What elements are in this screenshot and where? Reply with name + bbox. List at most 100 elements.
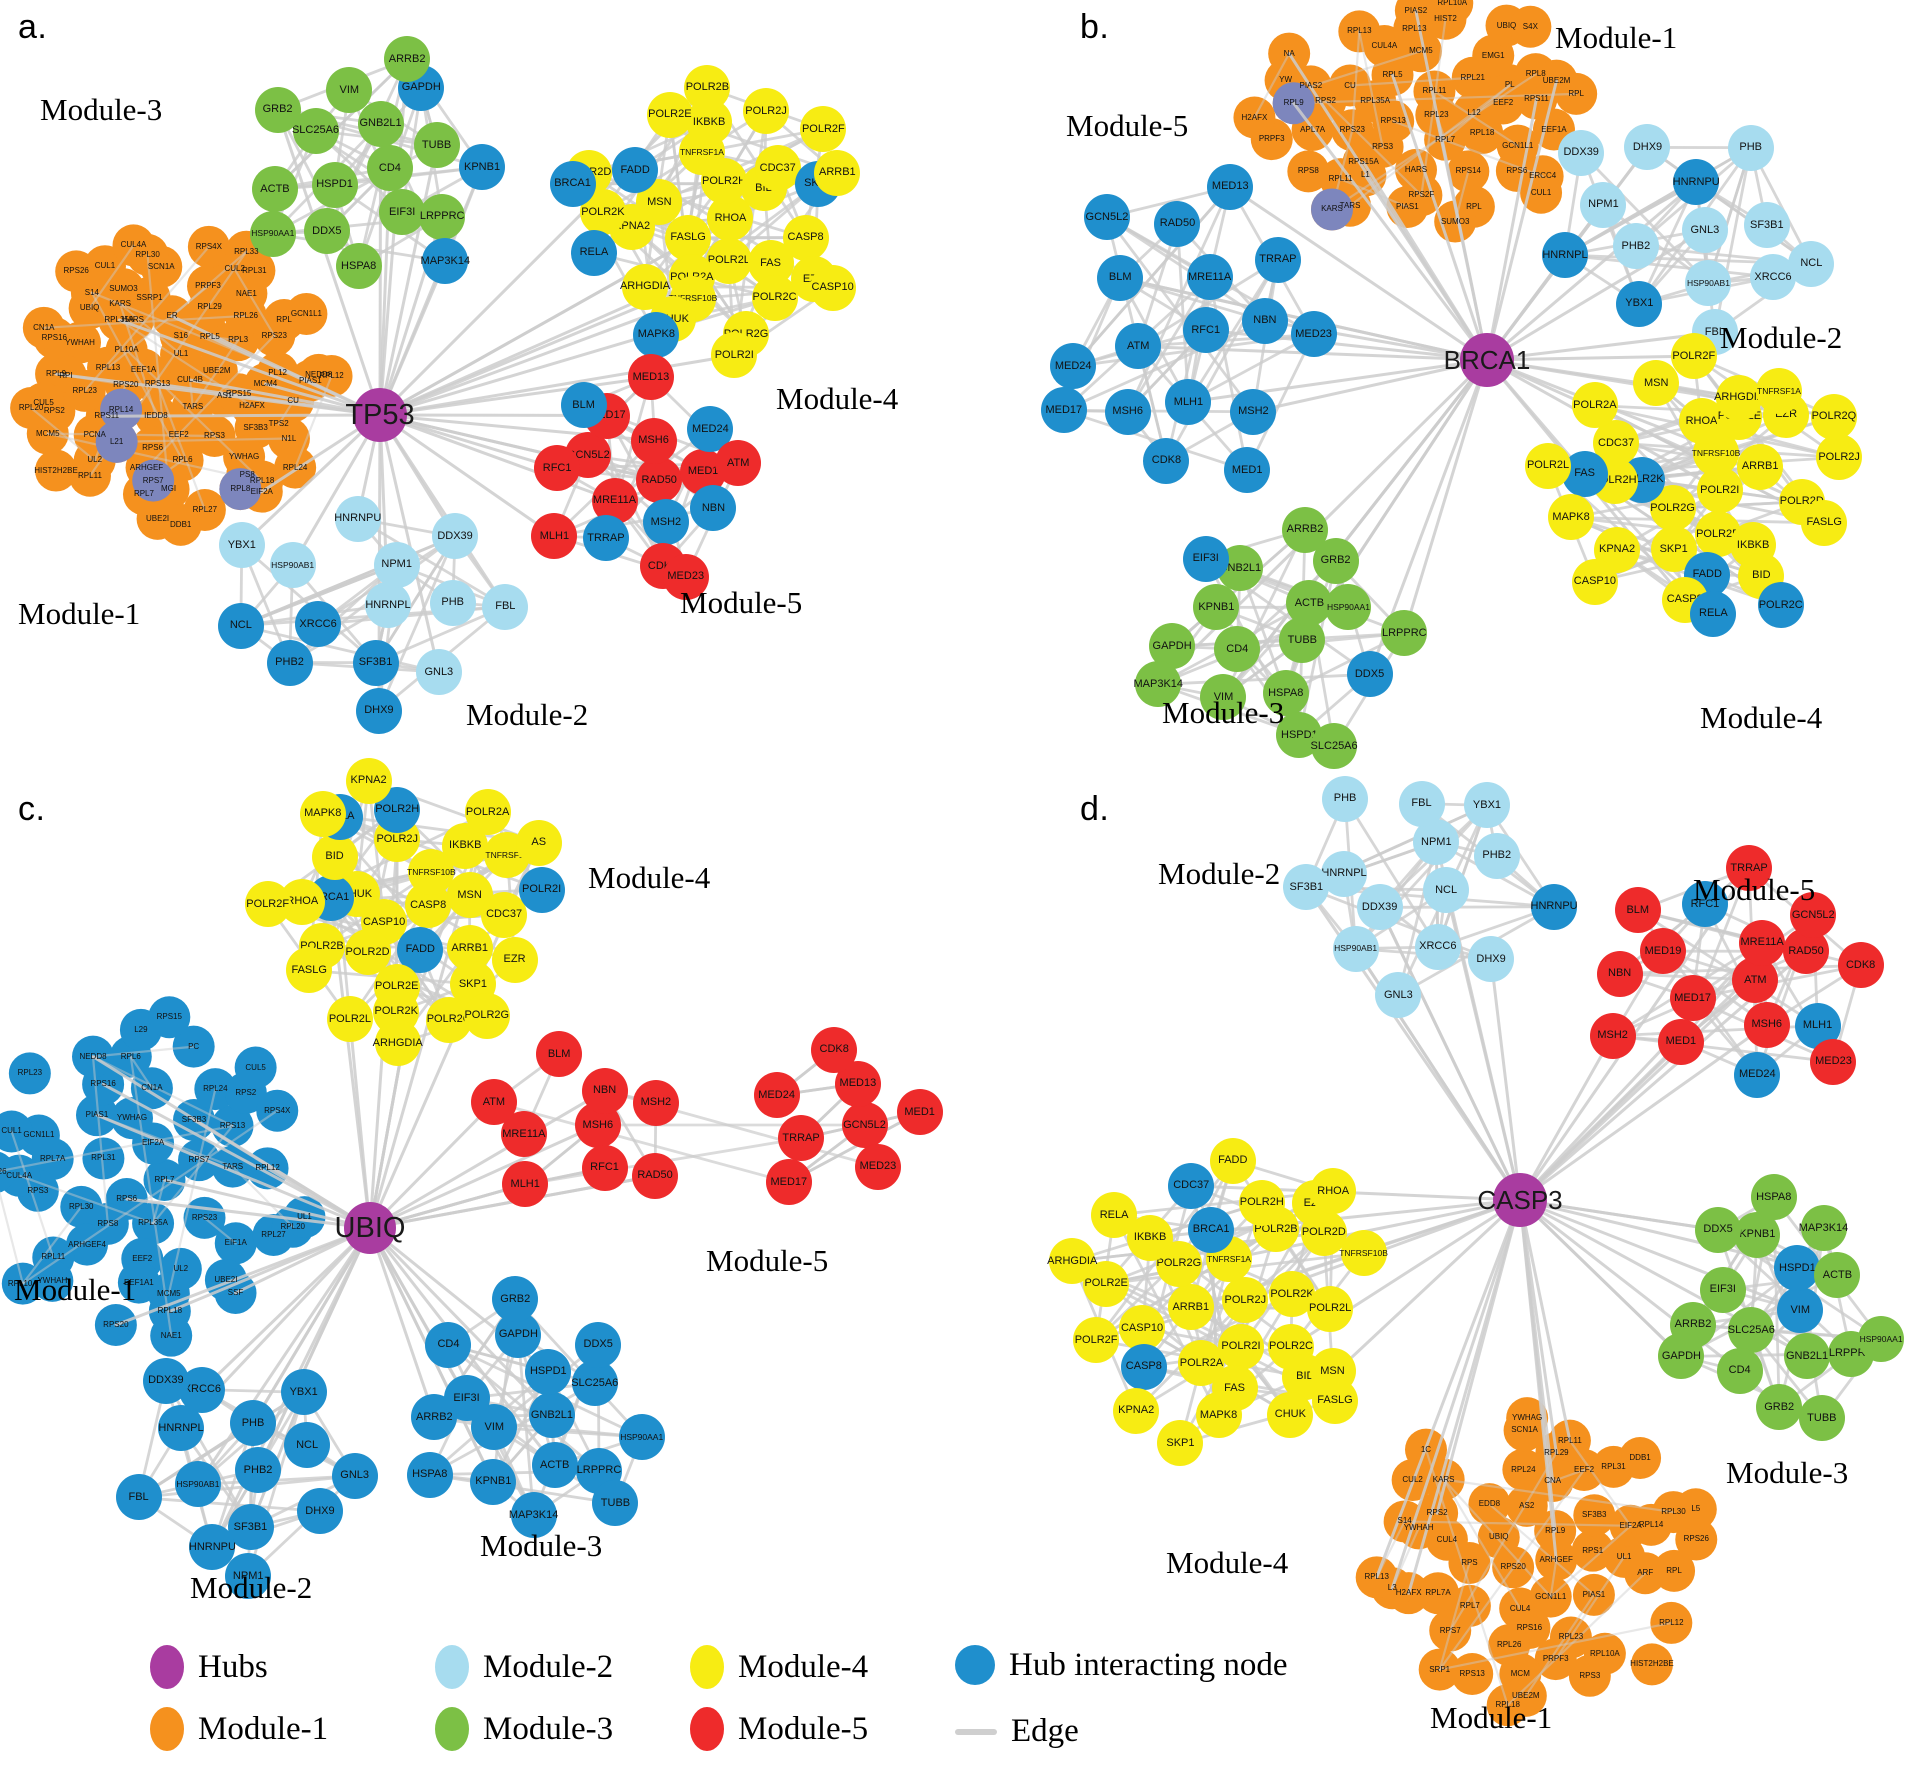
c-module1-node[interactable]: RPS20 xyxy=(95,1304,137,1346)
a-module4-node-node[interactable]: ARRB1 xyxy=(814,149,861,196)
a-module4-node-node[interactable]: POLR2I xyxy=(711,332,758,379)
c-module1-node[interactable]: RPL23 xyxy=(9,1052,51,1094)
c-module4-node-node[interactable]: POLR2F xyxy=(244,881,291,928)
a-module1-node[interactable]: RPS26 xyxy=(55,250,97,292)
a-module2-node-node[interactable]: XRCC6 xyxy=(295,601,342,648)
c-module4-node-node[interactable]: MAPK8 xyxy=(299,790,346,837)
c-module4-node-node[interactable]: POLR2L xyxy=(326,996,373,1043)
c-module3-node-node[interactable]: HSPD1 xyxy=(525,1348,572,1395)
a-module5-node-node[interactable]: BLM xyxy=(560,382,607,429)
b-module5-node-node[interactable]: MED1 xyxy=(1224,447,1271,494)
b-module4-node-node[interactable]: MAPK8 xyxy=(1548,494,1595,541)
d-module4-node-node[interactable]: CHUK xyxy=(1267,1391,1314,1438)
a-module3-node-node[interactable]: ARRB2 xyxy=(384,36,431,83)
a-module4-node-node[interactable]: POLR2J xyxy=(743,88,790,135)
b-module4-node-node[interactable]: CASP10 xyxy=(1571,558,1618,605)
c-module5a-node-node[interactable]: RAD50 xyxy=(632,1152,679,1199)
a-module1-node[interactable]: RPL12 xyxy=(311,355,353,397)
hub-node-casp3[interactable] xyxy=(1493,1173,1547,1227)
c-module4-node-node[interactable]: AS xyxy=(515,819,562,866)
c-module1-node[interactable]: RPS15 xyxy=(148,996,190,1038)
c-module2-node-node[interactable]: HSP90AB1 xyxy=(174,1461,221,1508)
b-module4-node-node[interactable]: POLR2J xyxy=(1816,434,1863,481)
d-module4-node-node[interactable]: FASLG xyxy=(1311,1377,1358,1424)
b-module4-node-node[interactable]: TNFRSF1A xyxy=(1756,368,1802,415)
c-module4-node-node[interactable]: ARHGDIA xyxy=(373,1020,423,1067)
a-module5-node-node[interactable]: TRRAP xyxy=(582,515,629,562)
b-module4-node-node[interactable]: POLR2F xyxy=(1670,333,1717,380)
d-module1-node[interactable]: L5 xyxy=(1675,1488,1717,1530)
d-module4-node-node[interactable]: ARHGDIA xyxy=(1047,1238,1097,1285)
d-module4-node-node[interactable]: TNFRSF10B xyxy=(1339,1230,1388,1277)
a-module3-node-node[interactable]: EIF3I xyxy=(379,189,426,236)
c-module3-node-node[interactable]: TUBB xyxy=(592,1480,639,1527)
d-module1-node[interactable]: RPL12 xyxy=(1650,1602,1692,1644)
b-module3-node-node[interactable]: DDX5 xyxy=(1346,651,1393,698)
d-module5-node-node[interactable]: BLM xyxy=(1614,887,1661,934)
b-module5-node-node[interactable]: MED13 xyxy=(1207,163,1254,210)
d-module1-node[interactable]: EDD8 xyxy=(1468,1483,1510,1525)
c-module1-node[interactable]: UL1 xyxy=(283,1196,325,1238)
d-module1-node[interactable]: RPS3 xyxy=(1569,1655,1611,1697)
a-module2-node-node[interactable]: HNRNPU xyxy=(334,495,381,542)
a-module5-node-node[interactable]: MSH2 xyxy=(642,499,689,546)
a-module3-node-node[interactable]: DDX5 xyxy=(303,208,350,255)
c-module3-node-node[interactable]: HSP90AA1 xyxy=(618,1413,665,1460)
b-module1-node[interactable]: RPL13 xyxy=(1338,10,1380,52)
b-module3-node-node[interactable]: KPNB1 xyxy=(1193,584,1240,631)
a-module1-node[interactable]: CUL4A xyxy=(113,224,155,266)
d-module3-node-node[interactable]: SLC25A6 xyxy=(1728,1307,1775,1354)
d-module5-node-node[interactable]: NBN xyxy=(1596,950,1643,997)
c-module3-node-node[interactable]: CD4 xyxy=(425,1321,472,1368)
b-module4-node-node[interactable]: ARHGDIA xyxy=(1714,374,1764,421)
d-module4-node-node[interactable]: FADD xyxy=(1209,1137,1256,1184)
d-module1-node[interactable]: SF3B3 xyxy=(1573,1494,1615,1536)
c-module3-node-node[interactable]: DDX5 xyxy=(575,1321,622,1368)
a-module2-node-node[interactable]: YBX1 xyxy=(218,522,265,569)
b-module2-node-node[interactable]: DHX9 xyxy=(1624,124,1671,171)
c-module4-node-node[interactable]: POLR2I xyxy=(518,866,565,913)
hub-node-brca1[interactable] xyxy=(1460,333,1514,387)
d-module4-node-node[interactable]: RHOA xyxy=(1310,1168,1357,1215)
d-module3-node-node[interactable]: DDX5 xyxy=(1695,1206,1742,1253)
c-module4-node-node[interactable]: EZR xyxy=(491,936,538,983)
a-module3-node-node[interactable]: HSPA8 xyxy=(335,243,382,290)
a-module3-node-node[interactable]: HSPD1 xyxy=(311,161,358,208)
b-module3-node-node[interactable]: EIF3I xyxy=(1182,535,1229,582)
a-module4-node-node[interactable]: CASP10 xyxy=(809,264,856,311)
b-module1-node[interactable]: KARS xyxy=(1311,188,1353,230)
c-module2-node-node[interactable]: FBL xyxy=(115,1474,162,1521)
d-module5-node-node[interactable]: MSH6 xyxy=(1743,1001,1790,1048)
a-module2-node-node[interactable]: NCL xyxy=(217,602,264,649)
b-module5-node-node[interactable]: GCN5L2 xyxy=(1083,194,1130,241)
d-module2-node-node[interactable]: PHB xyxy=(1322,775,1369,822)
d-module2-node-node[interactable]: NCL xyxy=(1423,867,1470,913)
d-module1-node[interactable]: RPL13 xyxy=(1356,1556,1398,1598)
c-module4-node-node[interactable]: FASLG xyxy=(286,947,333,994)
c-module4-node-node[interactable]: BID xyxy=(311,833,358,880)
a-module2-node-node[interactable]: NPM1 xyxy=(373,541,420,588)
d-module4-node-node[interactable]: CDC37 xyxy=(1168,1162,1215,1209)
d-module5-node-node[interactable]: MED1 xyxy=(1657,1018,1704,1065)
d-module2-node-node[interactable]: HNRNPU xyxy=(1531,883,1578,930)
b-module5-node-node[interactable]: ATM xyxy=(1115,323,1162,370)
a-module1-node[interactable]: RPL24 xyxy=(274,447,316,489)
c-module5b-node-node[interactable]: MED17 xyxy=(765,1159,812,1206)
a-module3-node-node[interactable]: KPNB1 xyxy=(459,144,506,191)
a-module4-node-node[interactable]: POLR2E xyxy=(646,91,693,138)
a-module1-node[interactable]: RPS4X xyxy=(188,226,230,268)
c-module3-node-node[interactable]: GNB2L1 xyxy=(528,1392,575,1438)
hub-node-ubiq[interactable] xyxy=(344,1202,396,1254)
c-module2-node-node[interactable]: PHB xyxy=(230,1400,277,1447)
b-module5-node-node[interactable]: BLM xyxy=(1097,254,1144,301)
b-module2-node-node[interactable]: PHB xyxy=(1727,124,1774,171)
c-module5b-node-node[interactable]: GCN5L2 xyxy=(841,1102,888,1148)
d-module5-node-node[interactable]: MSH2 xyxy=(1589,1012,1636,1059)
c-module5b-node-node[interactable]: CDK8 xyxy=(811,1026,858,1073)
b-module2-node-node[interactable]: HNRNPU xyxy=(1673,159,1720,206)
a-module3-node-node[interactable]: VIM xyxy=(326,67,373,114)
c-module3-node-node[interactable]: KPNB1 xyxy=(470,1458,517,1505)
d-module4-node-node[interactable]: BRCA1 xyxy=(1188,1206,1235,1253)
c-module4-node-node[interactable]: KPNA2 xyxy=(345,757,392,804)
b-module1-node[interactable]: PIAS1 xyxy=(1386,186,1428,228)
